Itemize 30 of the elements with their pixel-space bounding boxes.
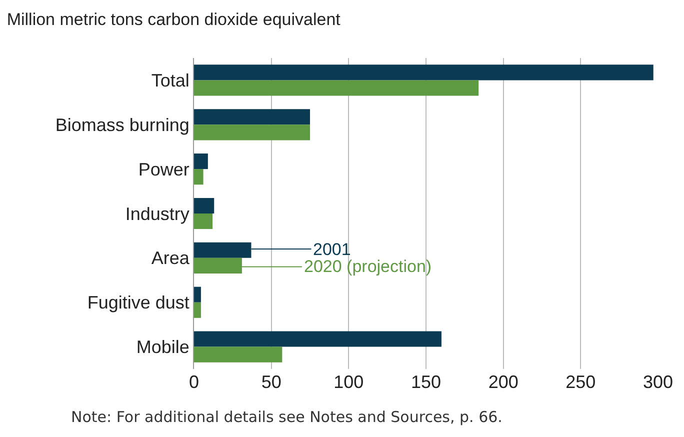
y-tick-label: Industry [125, 204, 190, 224]
text: Note: For additional details see Notes and Sources, p. 66. [71, 408, 502, 426]
bar [194, 286, 201, 302]
bar [194, 124, 310, 140]
y-tick-label: Biomass burning [55, 114, 190, 135]
x-tick-label: 250 [566, 372, 596, 392]
bar [194, 331, 442, 347]
x-tick-label: 100 [334, 372, 364, 392]
y-tick-label: Total [151, 70, 190, 91]
y-tick-label: Fugitive dust [87, 292, 190, 313]
bar [194, 109, 310, 125]
x-tick-label: 200 [488, 372, 518, 392]
bar [194, 80, 479, 96]
x-tick-label: 50 [261, 372, 282, 392]
bar [194, 214, 213, 230]
legend-label: 2001 [313, 240, 351, 259]
chart-title: Million metric tons carbon dioxide equivalent [6, 10, 341, 30]
y-tick-label: Area [151, 248, 190, 268]
legend-label: 2020 (projection) [304, 257, 432, 276]
bar [194, 64, 654, 80]
bar [194, 346, 282, 362]
bar [194, 154, 208, 170]
bar [194, 169, 204, 185]
x-tick-label: 0 [188, 372, 200, 392]
y-tick-label: Power [138, 159, 190, 180]
x-tick-label: 300 [642, 372, 674, 392]
bar [194, 198, 214, 214]
y-tick-label: Mobile [136, 337, 190, 358]
x-tick-label: 150 [410, 372, 442, 392]
bar [194, 302, 201, 318]
